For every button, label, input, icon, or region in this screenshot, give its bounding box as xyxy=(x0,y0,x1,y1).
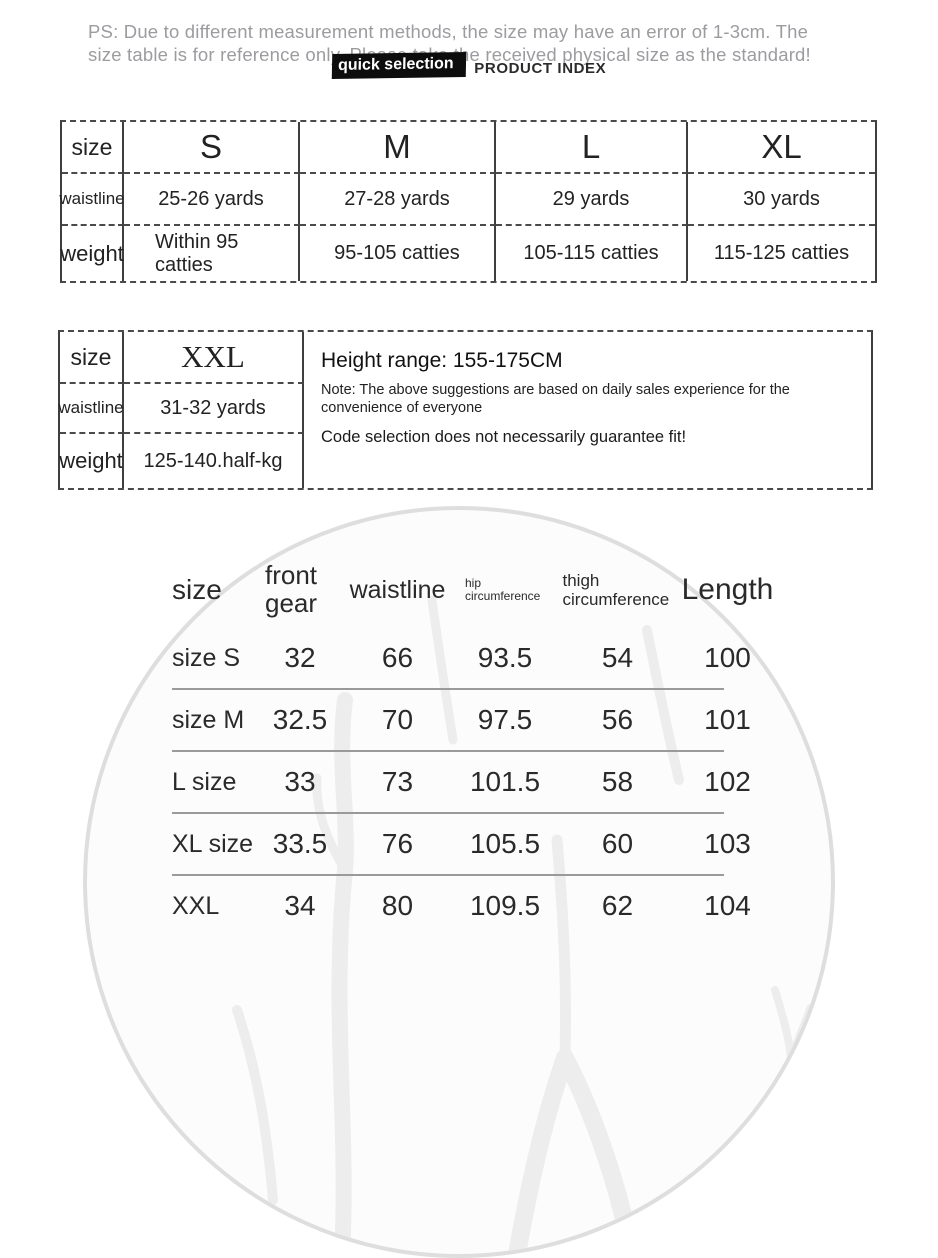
waistline-value: 66 xyxy=(381,642,414,673)
front-gear-value: 32 xyxy=(284,642,316,673)
length-value: 100 xyxy=(704,642,751,673)
mh-size: size xyxy=(172,574,222,605)
row-label: XXL xyxy=(172,891,220,920)
t1-waistline-s: 25-26 yards xyxy=(124,174,300,226)
measurement-row-l: L size 33 73 101.5 58 102 xyxy=(140,752,780,812)
length-value: 101 xyxy=(704,704,751,735)
quick-selection-badge: quick selection xyxy=(331,51,466,80)
t2-note-panel: Height range: 155-175CM Note: The above … xyxy=(304,332,871,488)
thigh-value: 54 xyxy=(601,642,634,673)
t1-weight-s: Within 95 catties xyxy=(124,226,300,281)
thigh-value: 56 xyxy=(601,704,634,735)
hip-value: 97.5 xyxy=(477,704,533,735)
hip-value: 101.5 xyxy=(469,766,541,797)
waistline-value: 80 xyxy=(381,890,414,921)
measurement-row-xl: XL size 33.5 76 105.5 60 103 xyxy=(140,814,780,874)
t1-header-s: S xyxy=(124,122,300,174)
thigh-value: 58 xyxy=(601,766,634,797)
height-range-text: Height range: 155-175CM xyxy=(321,349,563,372)
row-label: size M xyxy=(172,705,245,734)
hip-value: 93.5 xyxy=(477,642,533,673)
disclaimer-line-1: PS: Due to different measurement methods… xyxy=(88,20,809,42)
t2-header-size: size xyxy=(60,332,124,384)
hip-value: 105.5 xyxy=(469,828,541,859)
panel-caution-text: Code selection does not necessarily guar… xyxy=(321,428,687,447)
t1-weight-l: 105-115 catties xyxy=(496,226,688,281)
thigh-value: 60 xyxy=(601,828,634,859)
panel-note-text: Note: The above suggestions are based on… xyxy=(321,382,790,417)
mh-length: Length xyxy=(681,573,774,606)
front-gear-value: 32.5 xyxy=(272,704,328,735)
t1-header-xl: XL xyxy=(688,122,875,174)
length-value: 102 xyxy=(704,766,751,797)
row-divider xyxy=(172,874,724,876)
measurement-row-m: size M 32.5 70 97.5 56 101 xyxy=(140,690,780,750)
size-table-main: size S M L XL waistline 25-26 yards 27-2… xyxy=(59,120,877,283)
mh-hip-circumference: hip circumference xyxy=(465,575,541,603)
t1-weight-m: 95-105 catties xyxy=(300,226,496,281)
measurement-row-xxl: XXL 34 80 109.5 62 104 xyxy=(140,876,780,936)
measurement-row-s: size S 32 66 93.5 54 100 xyxy=(140,628,780,688)
mh-thigh-circumference: thigh circumference xyxy=(562,570,670,609)
row-divider xyxy=(172,688,724,690)
t1-header-size: size xyxy=(62,122,124,174)
length-value: 103 xyxy=(704,828,751,859)
waistline-value: 70 xyxy=(381,704,414,735)
t1-waistline-l: 29 yards xyxy=(496,174,688,226)
t2-row-label-waistline: waistline xyxy=(58,384,124,434)
row-label: XL size xyxy=(172,829,254,858)
t2-row-label-weight: weight xyxy=(59,434,124,488)
row-label: size S xyxy=(172,643,241,672)
mh-waistline: waistline xyxy=(349,575,446,604)
t2-weight-value: 125-140.half-kg xyxy=(124,434,304,488)
row-divider xyxy=(172,812,724,814)
t1-header-m: M xyxy=(300,122,496,174)
mh-front-gear: front gear xyxy=(265,560,318,618)
front-gear-value: 33 xyxy=(284,766,316,797)
row-label: L size xyxy=(172,767,237,796)
section-header: quick selection PRODUCT INDEX xyxy=(0,51,938,80)
t1-weight-xl: 115-125 catties xyxy=(713,242,850,264)
row-divider xyxy=(172,750,724,752)
front-gear-value: 33.5 xyxy=(272,828,328,859)
hip-value: 109.5 xyxy=(469,890,541,921)
t1-row-label-weight: weight xyxy=(60,226,124,281)
waistline-value: 73 xyxy=(381,766,414,797)
measurement-table: size front gear waistline hip circumfere… xyxy=(140,552,780,936)
measurement-header-row: size front gear waistline hip circumfere… xyxy=(140,552,780,628)
t2-waistline-value: 31-32 yards xyxy=(124,384,304,434)
t1-waistline-xl: 30 yards xyxy=(688,174,875,226)
t2-header-xxl: XXL xyxy=(124,332,304,384)
product-index-title: PRODUCT INDEX xyxy=(474,59,607,77)
t1-waistline-m: 27-28 yards xyxy=(300,174,496,226)
t1-row-label-waistline: waistline xyxy=(59,174,125,226)
t1-header-l: L xyxy=(496,122,688,174)
waistline-value: 76 xyxy=(381,828,414,859)
thigh-value: 62 xyxy=(601,890,634,921)
length-value: 104 xyxy=(704,890,751,921)
front-gear-value: 34 xyxy=(284,890,316,921)
size-table-xxl: size XXL Height range: 155-175CM Note: T… xyxy=(58,330,873,490)
